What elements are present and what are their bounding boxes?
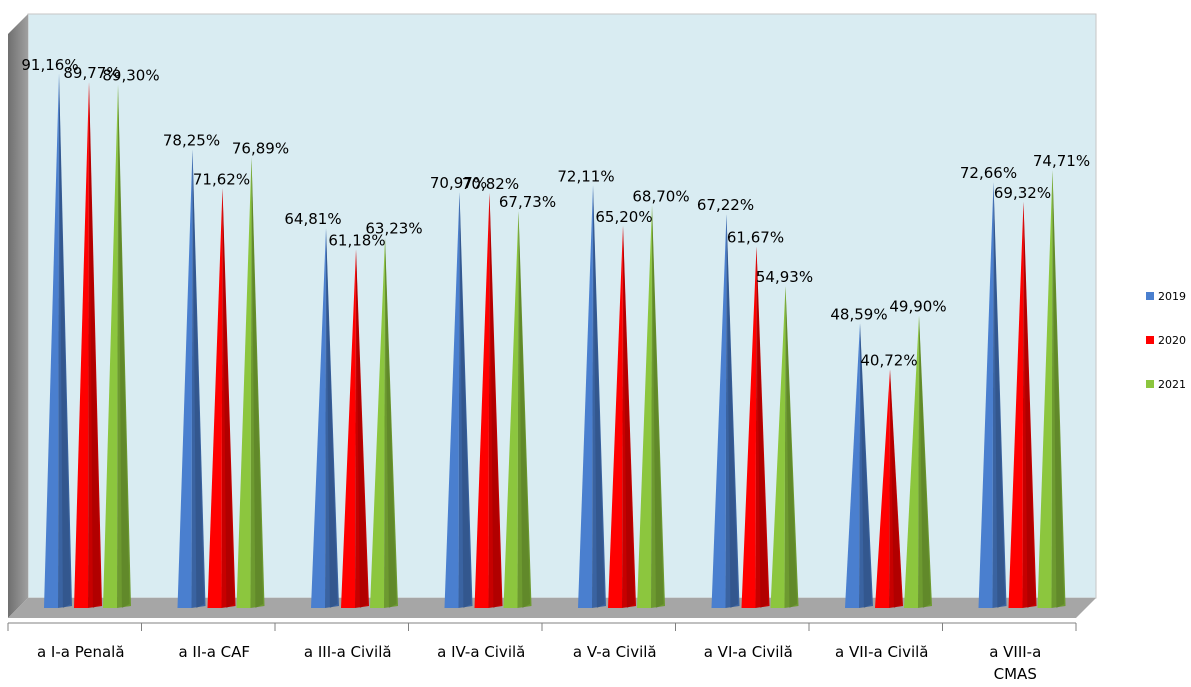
- data-label: 74,71%: [1033, 152, 1090, 170]
- data-label: 72,66%: [960, 164, 1017, 182]
- legend-item-2021: 2021: [1146, 378, 1186, 391]
- legend-item-2020: 2020: [1146, 334, 1186, 347]
- x-tick-label: a VI-a Civilă: [704, 643, 793, 661]
- floor: [8, 598, 1096, 618]
- data-label: 69,32%: [994, 184, 1051, 202]
- legend-swatch: [1146, 292, 1154, 300]
- x-tick-label: a V-a Civilă: [573, 643, 657, 661]
- x-tick-label: a II-a CAF: [178, 643, 250, 661]
- data-label: 76,89%: [232, 139, 289, 157]
- data-label: 65,20%: [595, 208, 652, 226]
- data-label: 48,59%: [830, 305, 887, 323]
- data-label: 78,25%: [163, 131, 220, 149]
- legend-label: 2020: [1158, 334, 1186, 347]
- data-label: 67,22%: [697, 196, 754, 214]
- x-tick-label: a VIII-a: [989, 643, 1041, 661]
- data-label: 71,62%: [193, 170, 250, 188]
- x-axis: a I-a Penală a II-a CAF a III-a Civilă a IV…: [8, 623, 1076, 683]
- data-label: 63,23%: [365, 219, 422, 237]
- legend: 2019 2020 2021: [1146, 290, 1186, 391]
- data-label: 61,67%: [727, 229, 784, 247]
- x-tick-label: a IV-a Civilă: [437, 643, 525, 661]
- x-tick-label: CMAS: [994, 665, 1037, 683]
- legend-item-2019: 2019: [1146, 290, 1186, 303]
- x-tick-label: a I-a Penală: [37, 643, 125, 661]
- side-wall: [8, 14, 28, 618]
- x-tick-label: a VII-a Civilă: [835, 643, 929, 661]
- data-label: 70,82%: [462, 175, 519, 193]
- data-label: 49,90%: [889, 298, 946, 316]
- data-label: 68,70%: [632, 187, 689, 205]
- data-label: 54,93%: [756, 268, 813, 286]
- data-label: 40,72%: [860, 351, 917, 369]
- data-label: 67,73%: [499, 193, 556, 211]
- legend-swatch: [1146, 380, 1154, 388]
- legend-swatch: [1146, 336, 1154, 344]
- x-tick-label: a III-a Civilă: [304, 643, 392, 661]
- legend-label: 2021: [1158, 378, 1186, 391]
- legend-label: 2019: [1158, 290, 1186, 303]
- data-label: 72,11%: [557, 167, 614, 185]
- data-label: 89,30%: [102, 67, 159, 85]
- data-label: 64,81%: [284, 210, 341, 228]
